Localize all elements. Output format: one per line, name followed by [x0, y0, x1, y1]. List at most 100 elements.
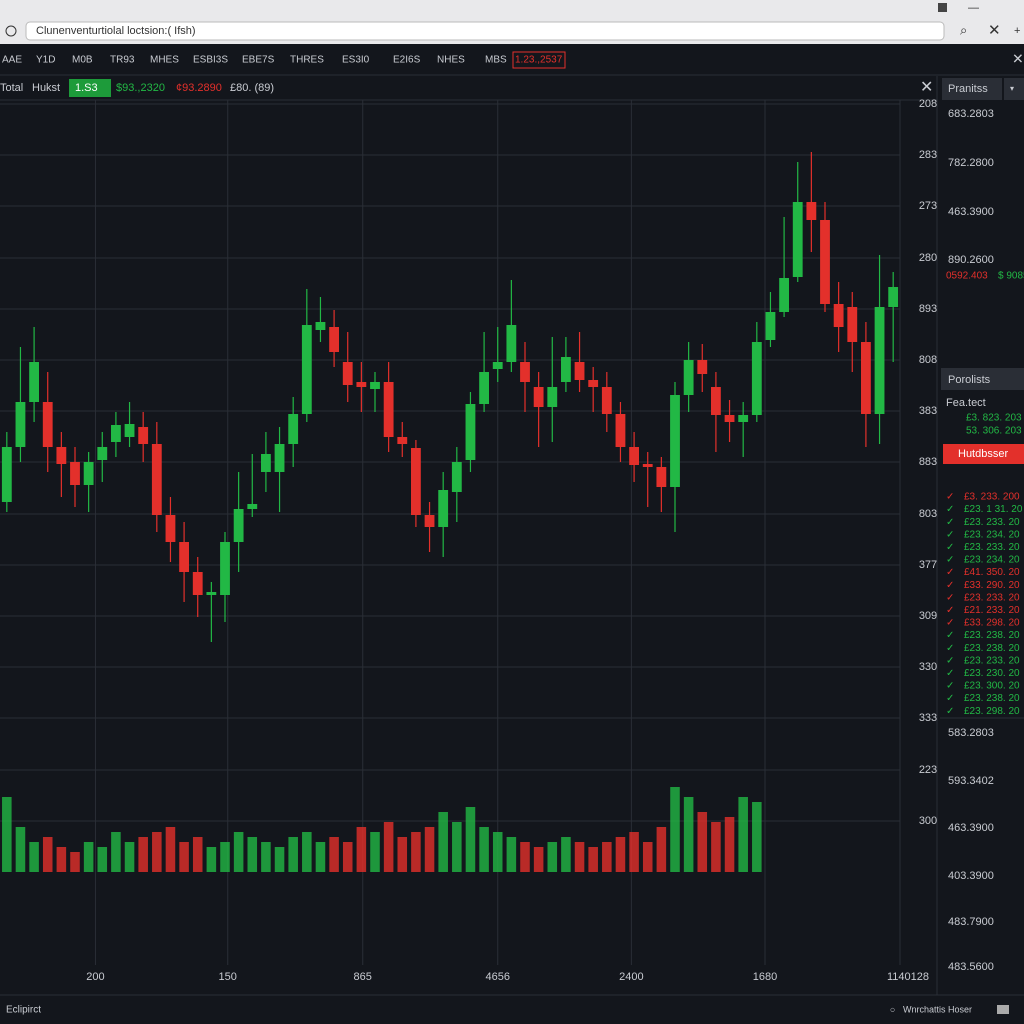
panel-button[interactable]: [942, 78, 1002, 100]
volume-bar: [656, 827, 667, 872]
tab[interactable]: MHES: [150, 55, 179, 66]
y-tick-label: 330: [919, 661, 937, 673]
menu-icon[interactable]: +: [1014, 25, 1020, 37]
volume-bar: [315, 842, 326, 872]
candle-body: [356, 382, 367, 387]
address-field[interactable]: [25, 21, 945, 41]
alert-label: Hutdbsser: [958, 448, 1008, 460]
price: 593.3402: [948, 775, 994, 787]
candle-body: [670, 395, 680, 487]
price: 483.5600: [948, 961, 994, 973]
candle-body: [301, 325, 312, 414]
row: £3. 233. 200: [964, 492, 1020, 503]
volume-bar: [83, 842, 94, 872]
candle-body: [165, 515, 176, 542]
candle-body: [888, 287, 899, 307]
info-item: $93.,2320: [116, 82, 165, 94]
volume-bar: [683, 797, 694, 872]
row-icon: ✓: [946, 529, 954, 540]
volume-bar: [42, 837, 53, 872]
tab[interactable]: ESBI3S: [193, 55, 228, 66]
y-tick-label: 383: [919, 405, 937, 417]
price: 403.3900: [948, 870, 994, 882]
volume-bar: [274, 847, 285, 872]
y-tick-label: 309: [919, 610, 937, 622]
row: £21. 233. 20: [964, 605, 1020, 616]
volume-bar: [329, 837, 339, 872]
row-icon: ✓: [946, 630, 954, 641]
feature-title: Fea.tect: [946, 397, 986, 409]
row: £33. 290. 20: [964, 580, 1020, 591]
volume-bar: [602, 842, 612, 872]
candle-body: [847, 307, 858, 342]
minimize[interactable]: —: [968, 2, 979, 14]
candle-body: [738, 415, 749, 422]
y-tick-label: 300: [919, 815, 937, 827]
volume-bar: [547, 842, 558, 872]
candle-body: [820, 220, 830, 304]
panel-arrow-icon: ▾: [1010, 84, 1014, 93]
row-icon: ✓: [946, 504, 954, 515]
y-tick-label: 377: [919, 559, 937, 571]
tab[interactable]: E2I6S: [393, 55, 421, 66]
panel-arrow[interactable]: [1004, 78, 1024, 100]
row: £41. 350. 20: [964, 567, 1020, 578]
search-icon[interactable]: ⌕: [960, 22, 967, 37]
x-tick-label: 150: [219, 971, 237, 983]
feature-row: 53. 306. 203: [966, 426, 1022, 437]
close-panel[interactable]: ✕: [1012, 51, 1024, 67]
row-icon: ✓: [946, 655, 954, 666]
tab[interactable]: Y1D: [36, 55, 55, 66]
tab[interactable]: 1.23.,2537: [515, 55, 563, 66]
candle-body: [192, 572, 203, 595]
row-icon: ✓: [946, 567, 954, 578]
candle-body: [151, 444, 162, 515]
address: Clunenventurtiolal loctsion:( Ifsh): [36, 25, 196, 37]
candle-body: [465, 404, 476, 460]
volume-bar: [561, 837, 571, 872]
tab[interactable]: EBE7S: [242, 55, 275, 66]
volume-bar: [588, 847, 598, 872]
volume-bar: [424, 827, 435, 872]
volume-bar: [342, 842, 353, 872]
row-icon: ✓: [946, 693, 954, 704]
row-icon: ✓: [946, 605, 954, 616]
candle-body: [615, 414, 626, 447]
tab[interactable]: TR93: [110, 55, 135, 66]
reload-icon[interactable]: [5, 25, 17, 37]
candle-body: [711, 387, 721, 415]
close-icon[interactable]: ✕: [988, 22, 1001, 39]
tab[interactable]: THRES: [290, 55, 324, 66]
price: 782.2800: [948, 157, 994, 169]
close-chart[interactable]: ✕: [920, 79, 933, 96]
candle-body: [492, 362, 503, 369]
row-icon: ✓: [946, 681, 954, 692]
x-tick-label: 1680: [753, 971, 777, 983]
tab[interactable]: AAE: [2, 55, 22, 66]
volume-bar: [465, 807, 476, 872]
candle-body: [315, 322, 326, 330]
volume-bar: [233, 832, 244, 872]
candle-body: [874, 307, 885, 414]
alert-button[interactable]: [943, 444, 1024, 464]
volume-bar: [752, 802, 762, 872]
volume-bar: [356, 827, 367, 872]
volume-bar: [642, 842, 653, 872]
candle-body: [1, 447, 12, 502]
panel-button-label: Pranitss: [948, 83, 988, 95]
tab[interactable]: ES3I0: [342, 55, 370, 66]
candle-body: [520, 362, 530, 382]
status-left: Eclipirct: [6, 1005, 41, 1016]
window-icon[interactable]: [938, 3, 947, 12]
candle-body: [833, 304, 844, 327]
tab[interactable]: MBS: [485, 55, 507, 66]
volume-bar: [2, 797, 12, 872]
y-tick-label: 223: [919, 764, 937, 776]
volume-bar: [192, 837, 203, 872]
tab[interactable]: M0B: [72, 55, 93, 66]
x-tick-label: 1140128: [887, 971, 929, 983]
volume-bar: [56, 847, 67, 872]
row-icon: ✓: [946, 618, 954, 629]
tab[interactable]: NHES: [437, 55, 465, 66]
candle-body: [779, 278, 789, 312]
